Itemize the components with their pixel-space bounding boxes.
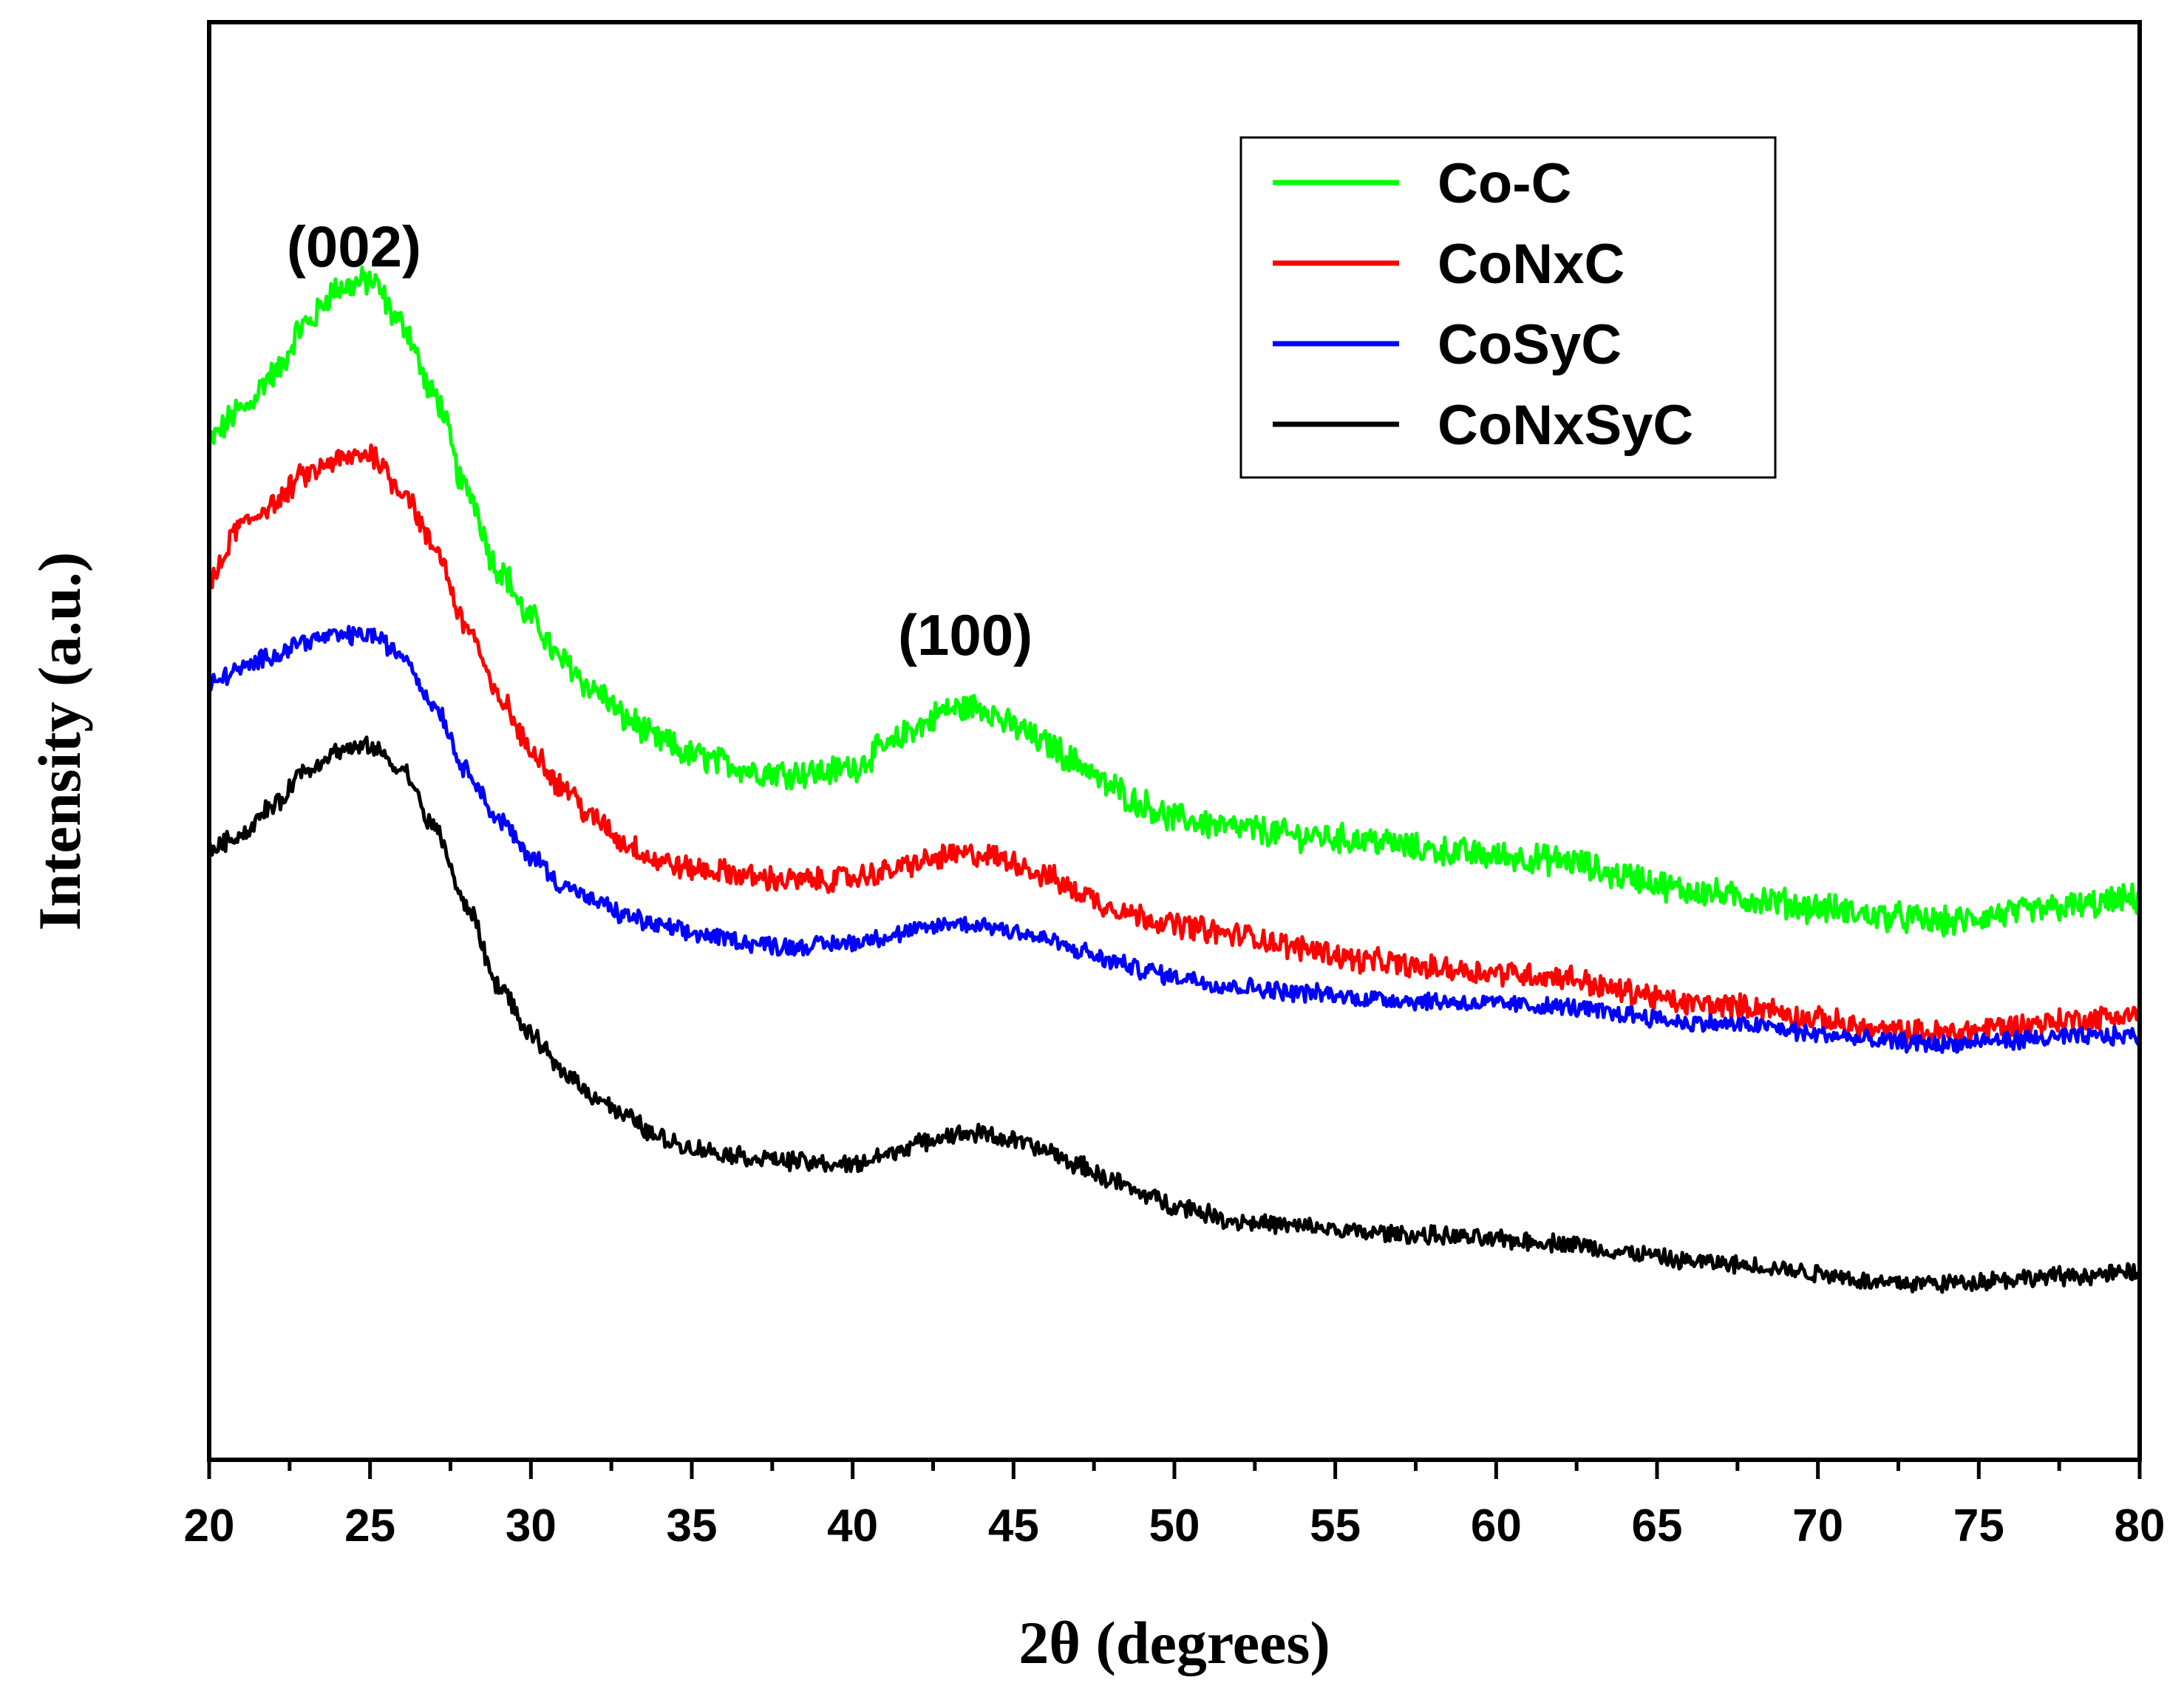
peak-annotations: (002) (100) (287, 214, 1033, 667)
legend-label: CoNxC (1438, 233, 1625, 296)
legend-label: Co-C (1438, 152, 1572, 215)
x-tick-label: 35 (667, 1500, 718, 1551)
x-tick-label: 70 (1792, 1500, 1843, 1551)
x-tick-label: 60 (1471, 1500, 1522, 1551)
legend-label: CoNxSyC (1438, 394, 1693, 457)
x-tick-label: 30 (506, 1500, 557, 1551)
x-tick-label: 75 (1953, 1500, 2004, 1551)
peak-annotation: (002) (287, 214, 421, 279)
series-line-conxsyc (207, 735, 2142, 1294)
legend-box (1239, 136, 1777, 479)
y-axis-title: Intensity (a.u.) (26, 552, 93, 931)
x-axis-ticks: 20 25 30 35 40 45 50 55 60 65 70 75 80 (184, 1460, 2166, 1551)
x-tick-label: 40 (827, 1500, 878, 1551)
x-tick-label: 20 (184, 1500, 235, 1551)
peak-annotation: (100) (898, 602, 1033, 667)
x-axis-title: 2θ (degrees) (1018, 1609, 1330, 1676)
x-tick-label: 80 (2115, 1500, 2166, 1551)
legend: Co-C CoNxC CoSyC CoNxSyC (1239, 136, 1777, 479)
series-layer (207, 265, 2142, 1294)
series-line-cosyc (207, 625, 2142, 1054)
series-line-conxc (207, 443, 2142, 1047)
legend-label: CoSyC (1438, 313, 1622, 376)
legend-items: Co-C CoNxC CoSyC CoNxSyC (1273, 152, 1693, 457)
x-tick-label: 45 (988, 1500, 1039, 1551)
x-tick-label: 65 (1632, 1500, 1683, 1551)
x-tick-label: 50 (1149, 1500, 1200, 1551)
series-line-co-c (207, 265, 2142, 938)
x-tick-label: 25 (344, 1500, 395, 1551)
x-tick-label: 55 (1310, 1500, 1361, 1551)
